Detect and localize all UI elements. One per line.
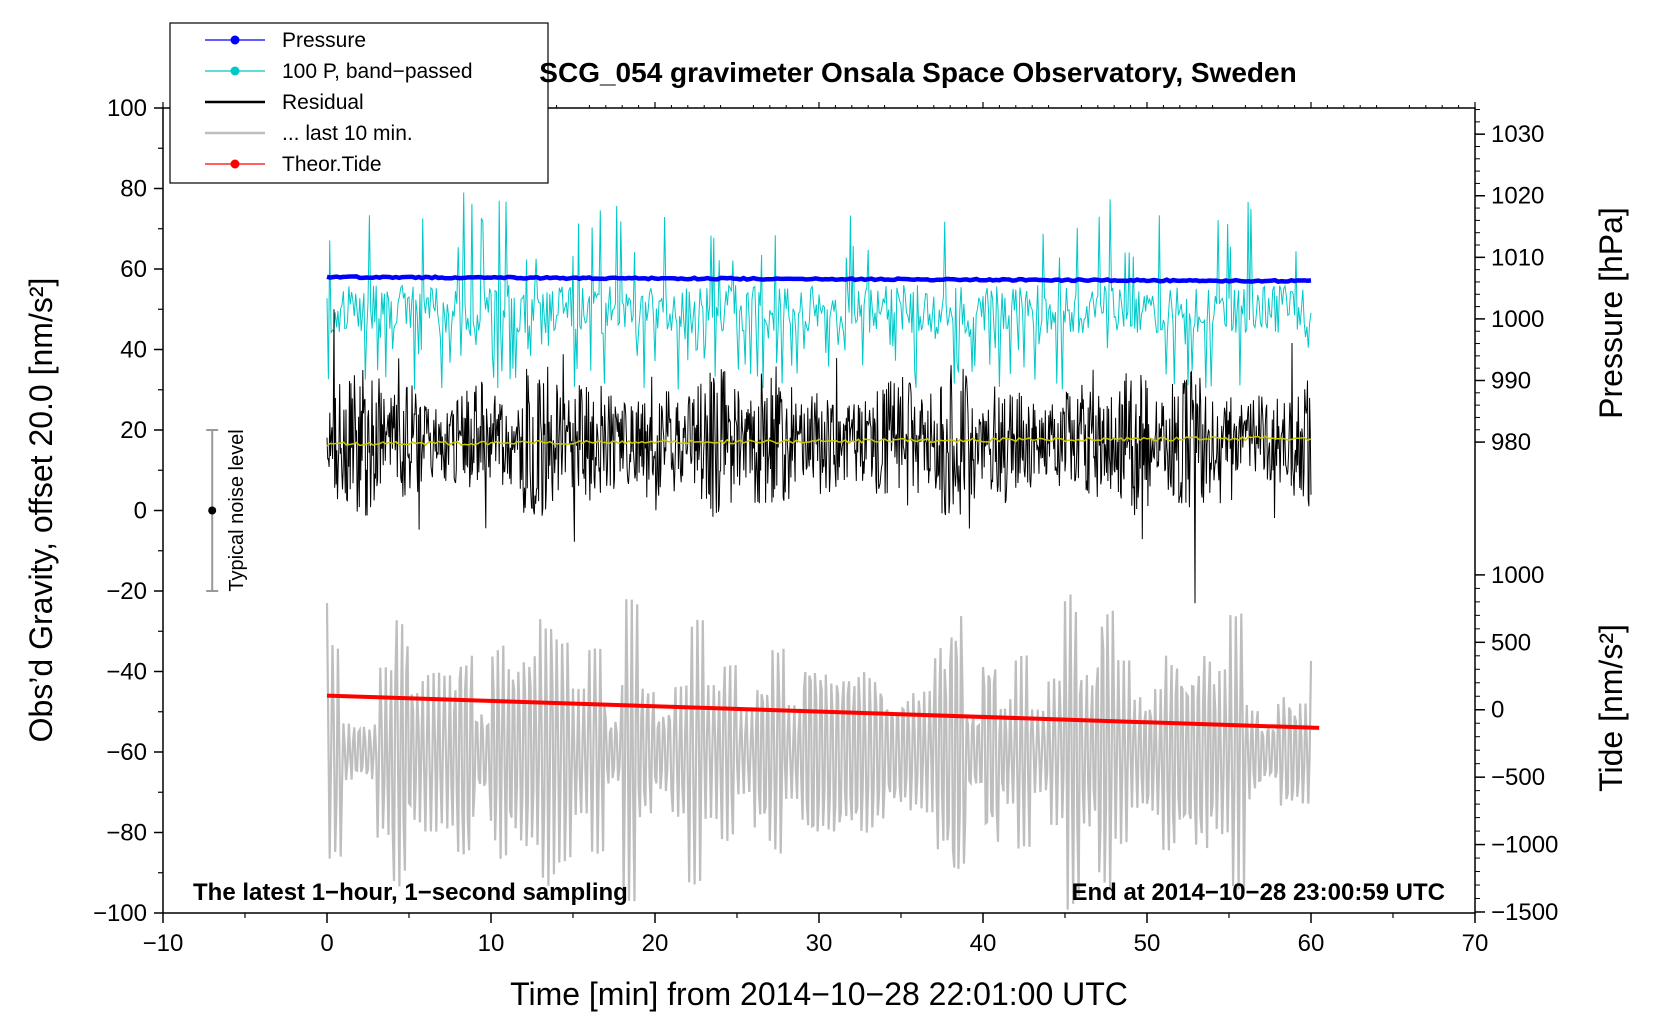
annotation-sampling: The latest 1−hour, 1−second sampling [193, 879, 628, 906]
y-tick-label-pressure: 990 [1491, 367, 1531, 394]
y-axis-label-tide: Tide [nm/s²] [1593, 624, 1629, 792]
x-tick-label: 50 [1134, 930, 1161, 957]
series-last-10-min [325, 594, 1313, 910]
y-tick-label-tide: −1000 [1491, 832, 1558, 859]
y-tick-label-pressure: 1010 [1491, 244, 1544, 271]
series-theoretical-tide [326, 693, 1320, 730]
legend-label: Residual [282, 91, 364, 114]
y-tick-label-pressure: 1000 [1491, 306, 1544, 333]
legend-label: Theor.Tide [282, 153, 382, 176]
traces [325, 192, 1320, 910]
y-tick-label-left: −100 [93, 900, 147, 927]
series-residual-smoothed [326, 435, 1312, 447]
y-tick-label-left: 80 [120, 176, 147, 203]
x-tick-label: 40 [970, 930, 997, 957]
y-tick-label-left: 20 [120, 417, 147, 444]
y-axis-label-pressure: Pressure [hPa] [1593, 207, 1629, 419]
y-tick-label-left: −40 [106, 659, 147, 686]
y-tick-label-tide: 0 [1491, 697, 1504, 724]
y-tick-label-left: 40 [120, 337, 147, 364]
y-tick-label-left: 0 [134, 498, 147, 525]
legend-label: Pressure [282, 29, 366, 52]
y-tick-label-left: −20 [106, 578, 147, 605]
legend-marker [230, 66, 240, 76]
legend-marker [230, 35, 240, 45]
y-tick-label-left: 100 [107, 95, 147, 122]
axes: −10 0 10 20 30 40 50 60 70−100−80−60−40−20020406… [93, 95, 1558, 957]
y-tick-label-tide: −500 [1491, 764, 1545, 791]
x-tick-label: 70 [1462, 930, 1489, 957]
series-pressure [326, 274, 1312, 285]
y-tick-label-pressure: 1030 [1491, 121, 1544, 148]
x-axis-label: Time [min] from 2014−10−28 22:01:00 UTC [510, 976, 1128, 1012]
legend-label: ... last 10 min. [282, 122, 413, 145]
legend-label: 100 P, band−passed [282, 60, 473, 83]
x-tick-label: 10 [478, 930, 505, 957]
x-tick-label: 60 [1298, 930, 1325, 957]
y-tick-label-left: −60 [106, 739, 147, 766]
y-axis-label-left: Obs’d Gravity, offset 20.0 [nm/s²] [23, 278, 59, 743]
y-tick-label-tide: 1000 [1491, 562, 1544, 589]
y-tick-label-tide: 500 [1491, 629, 1531, 656]
series-band-passed-pressure [326, 192, 1312, 390]
y-tick-label-left: −80 [106, 820, 147, 847]
y-tick-label-left: 60 [120, 256, 147, 283]
legend-marker [230, 159, 240, 169]
noise-label: Typical noise level [226, 429, 248, 591]
noise-indicator: Typical noise level [206, 429, 248, 592]
noise-center-dot [208, 506, 217, 515]
chart-title: SCG_054 gravimeter Onsala Space Observat… [539, 57, 1296, 88]
x-tick-label: 20 [642, 930, 669, 957]
y-tick-label-tide: −1500 [1491, 899, 1558, 926]
series-residual [326, 309, 1312, 604]
annotation-end-time: End at 2014−10−28 23:00:59 UTC [1071, 879, 1445, 906]
x-tick-label: −10 [143, 930, 184, 957]
y-tick-label-pressure: 980 [1491, 429, 1531, 456]
x-tick-label: 30 [806, 930, 833, 957]
legend: Pressure 100 P, band−passed Residual ... la… [169, 22, 549, 184]
y-tick-label-pressure: 1020 [1491, 183, 1544, 210]
x-tick-label: 0 [320, 930, 333, 957]
